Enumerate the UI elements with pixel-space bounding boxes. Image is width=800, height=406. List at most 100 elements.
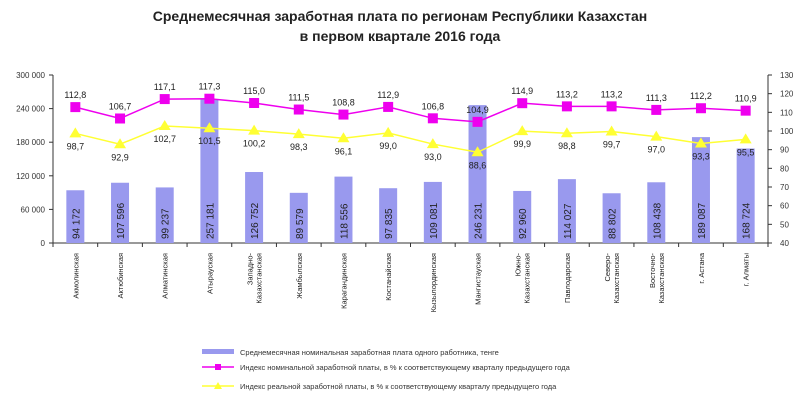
point-value-label: 108,8: [332, 98, 355, 108]
square-marker: [606, 101, 617, 112]
triangle-marker: [292, 128, 305, 139]
point-value-label: 113,2: [556, 89, 578, 99]
category-label: Казахстанская: [612, 253, 621, 304]
legend-triangle-marker: [214, 382, 222, 389]
right-tick-label: 110: [780, 108, 793, 117]
point-value-label: 114,9: [511, 86, 533, 96]
point-value-label: 98,7: [67, 141, 85, 151]
square-marker: [383, 101, 394, 112]
triangle-marker: [650, 130, 663, 141]
left-tick-label: 60 000: [21, 205, 46, 214]
bar: [691, 137, 710, 243]
category-label: Жамбылская: [295, 253, 304, 299]
square-marker: [159, 94, 170, 105]
point-value-label: 98,8: [558, 141, 576, 151]
square-marker: [472, 116, 483, 127]
bar: [647, 182, 666, 243]
point-value-label: 115,0: [243, 86, 265, 96]
bar-value-label: 257 181: [205, 202, 216, 239]
square-marker: [740, 105, 751, 116]
point-value-label: 101,5: [198, 136, 221, 146]
right-tick-label: 90: [780, 146, 789, 155]
triangle-marker: [694, 137, 707, 148]
legend-bar-swatch: [202, 349, 234, 354]
bar: [155, 187, 174, 243]
triangle-marker: [158, 119, 171, 130]
left-tick-label: 0: [41, 239, 46, 248]
square-marker: [517, 98, 528, 109]
bar-value-label: 94 172: [71, 208, 82, 239]
legend-label: Среднемесячная номинальная заработная пл…: [240, 348, 499, 357]
point-value-label: 117,1: [154, 82, 176, 92]
right-tick-label: 70: [780, 183, 789, 192]
point-value-label: 112,9: [377, 90, 399, 100]
point-value-label: 93,3: [692, 152, 710, 162]
bar-value-label: 118 556: [339, 203, 350, 239]
category-label: г. Астана: [697, 252, 706, 283]
bar-value-label: 114 027: [563, 203, 574, 239]
category-label: Казахстанская: [255, 253, 264, 304]
category-label: Алматинская: [161, 253, 170, 299]
right-tick-label: 100: [780, 127, 794, 136]
category-label: Северо-: [603, 252, 612, 281]
bar: [602, 193, 621, 243]
point-value-label: 92,9: [111, 152, 129, 162]
triangle-marker: [739, 133, 752, 144]
point-value-label: 93,0: [424, 152, 442, 162]
bar: [736, 148, 755, 243]
triangle-marker: [248, 124, 261, 135]
right-tick-label: 80: [780, 164, 789, 173]
category-label: Мангистауская: [474, 253, 483, 305]
square-marker: [70, 102, 81, 113]
point-value-label: 98,3: [290, 142, 308, 152]
point-value-label: 88,6: [469, 160, 487, 170]
square-marker: [249, 98, 260, 108]
chart-title-line-1: Среднемесячная заработная плата по регио…: [153, 8, 648, 24]
category-label: г. Алматы: [742, 253, 751, 286]
bar: [200, 98, 219, 243]
point-value-label: 99,0: [379, 141, 397, 151]
chart-title-line-2: в первом квартале 2016 года: [300, 28, 501, 44]
square-marker: [115, 113, 126, 124]
bar-value-label: 109 081: [429, 202, 440, 239]
square-marker: [651, 104, 662, 115]
series-line-2: [75, 125, 746, 154]
bar-value-label: 88 802: [608, 208, 619, 239]
bar: [289, 192, 308, 243]
bar: [513, 190, 532, 243]
bar-value-label: 126 752: [250, 202, 261, 239]
category-label: Павлодарская: [563, 253, 572, 303]
bar: [379, 188, 398, 243]
category-label: Кызылординская: [429, 253, 438, 312]
bar-value-label: 92 960: [518, 208, 529, 239]
point-value-label: 112,2: [690, 91, 712, 101]
left-tick-label: 300 000: [16, 71, 45, 80]
category-label: Восточно-: [648, 252, 657, 288]
point-value-label: 102,7: [153, 134, 176, 144]
category-label: Акмолинская: [71, 253, 80, 299]
square-marker: [561, 101, 572, 112]
triangle-marker: [560, 127, 573, 138]
point-value-label: 100,2: [243, 139, 266, 149]
bar-value-label: 107 596: [116, 202, 127, 239]
triangle-marker: [605, 125, 618, 136]
right-tick-label: 120: [780, 90, 794, 99]
point-value-label: 117,3: [198, 82, 220, 92]
category-label: Атырауская: [205, 253, 214, 294]
point-value-label: 112,8: [64, 90, 86, 100]
category-label: Карагандинская: [339, 253, 348, 309]
point-value-label: 104,9: [466, 105, 489, 115]
square-marker: [204, 93, 215, 104]
right-tick-label: 130: [780, 71, 794, 80]
legend-label: Индекс реальной заработной платы, в % к …: [240, 382, 557, 391]
bar: [66, 190, 85, 243]
square-marker: [338, 109, 349, 120]
point-value-label: 106,7: [109, 101, 132, 111]
point-value-label: 106,8: [422, 101, 445, 111]
category-label: Южно-: [514, 252, 523, 276]
bar: [557, 179, 576, 243]
bar-value-label: 168 724: [742, 202, 753, 239]
triangle-marker: [203, 122, 216, 133]
point-value-label: 113,2: [601, 89, 623, 99]
